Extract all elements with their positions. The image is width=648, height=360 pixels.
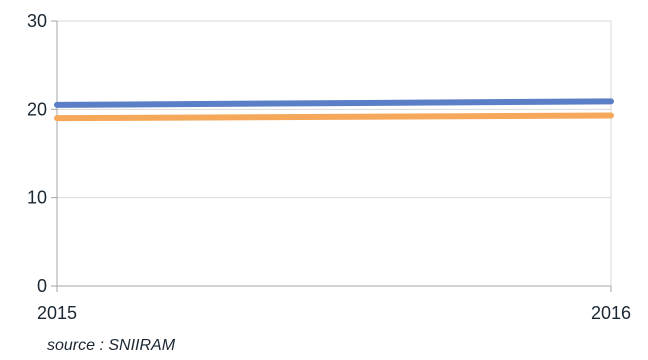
y-tick-label: 0 (37, 276, 47, 296)
axes (51, 20, 612, 292)
series-lines (54, 98, 614, 122)
source-note: source : SNIIRAM (47, 337, 176, 354)
x-tick-label: 2015 (37, 303, 77, 323)
y-tick-label: 10 (27, 188, 47, 208)
gridlines (57, 20, 612, 286)
x-tick-label: 2016 (591, 303, 631, 323)
y-axis-ticks: 0 10 20 30 (27, 11, 47, 296)
y-tick-label: 30 (27, 11, 47, 31)
series-line-1 (54, 98, 614, 108)
x-axis-ticks: 2015 2016 (37, 303, 631, 323)
series-line-2 (54, 112, 614, 122)
y-tick-label: 20 (27, 99, 47, 119)
